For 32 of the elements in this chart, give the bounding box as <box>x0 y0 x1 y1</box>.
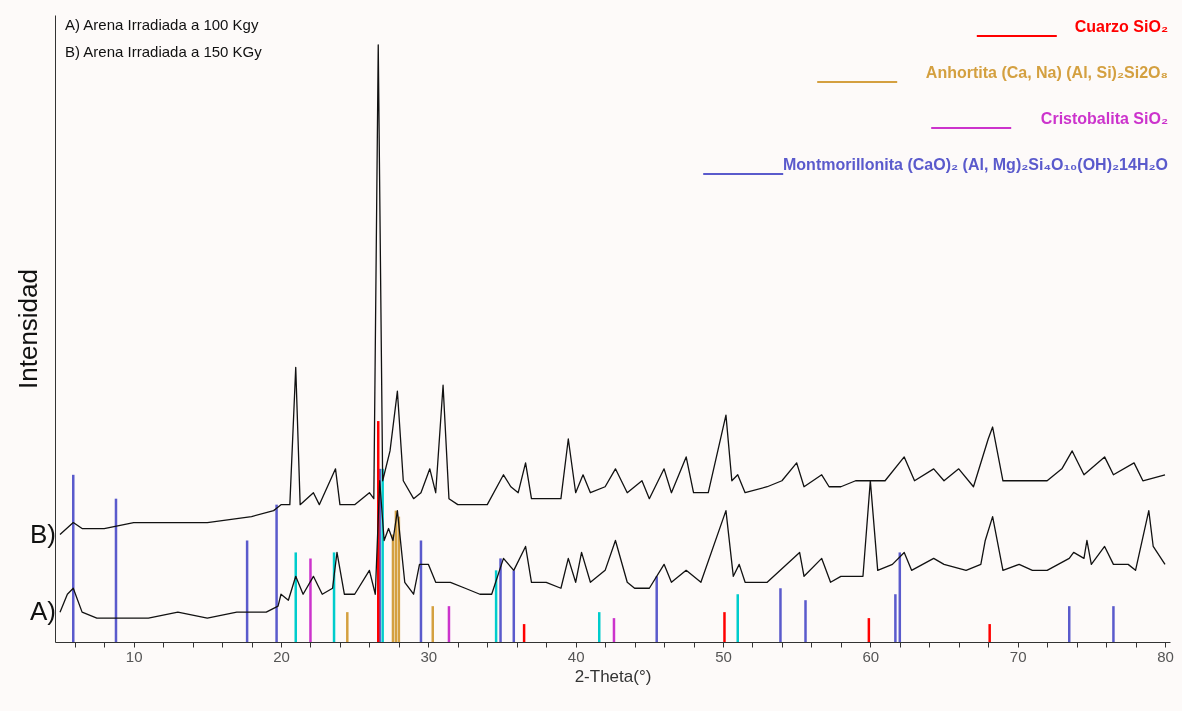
legend-label: Cuarzo SiO₂ <box>1074 18 1168 35</box>
x-axis-title: 2-Theta(°) <box>574 666 652 686</box>
annotation: B) <box>30 518 56 549</box>
annotation: A) <box>30 596 56 627</box>
legend-label: Montmorillonita (CaO)₂ (Al, Mg)₂Si₄O₁₀(OH)₂14H₂O <box>783 156 1168 173</box>
bar <box>275 504 278 642</box>
x-tick-label: 30 <box>420 647 438 665</box>
bar <box>804 600 807 642</box>
x-tick-label: 10 <box>125 647 143 665</box>
bar <box>723 612 726 642</box>
legend-label: Anhortita (Ca, Na) (Al, Si)₂Si2O₈ <box>925 64 1168 81</box>
bar <box>72 474 75 642</box>
bar <box>779 588 782 642</box>
bar <box>988 624 991 642</box>
legend-label: Cristobalita SiO₂ <box>1040 110 1168 127</box>
bar <box>655 576 658 642</box>
bar <box>309 558 312 642</box>
x-tick-label: 80 <box>1157 647 1174 665</box>
y-axis-title: Intensidad <box>12 269 43 389</box>
text: A) Arena Irradiada a 100 Kgy <box>65 16 259 33</box>
x-tick-label: 50 <box>715 647 732 665</box>
x-tick-label: 40 <box>567 647 585 665</box>
bar <box>294 552 297 642</box>
x-tick-label: 70 <box>1009 647 1027 665</box>
x-tick-label: 60 <box>862 647 880 665</box>
x-tick-label: 20 <box>273 647 290 665</box>
annotation: B) Arena Irradiada a 150 KGy <box>65 43 263 60</box>
bar <box>346 612 349 642</box>
bar <box>1112 606 1115 642</box>
bar <box>736 594 739 642</box>
bar <box>499 558 502 642</box>
bar <box>894 594 897 642</box>
